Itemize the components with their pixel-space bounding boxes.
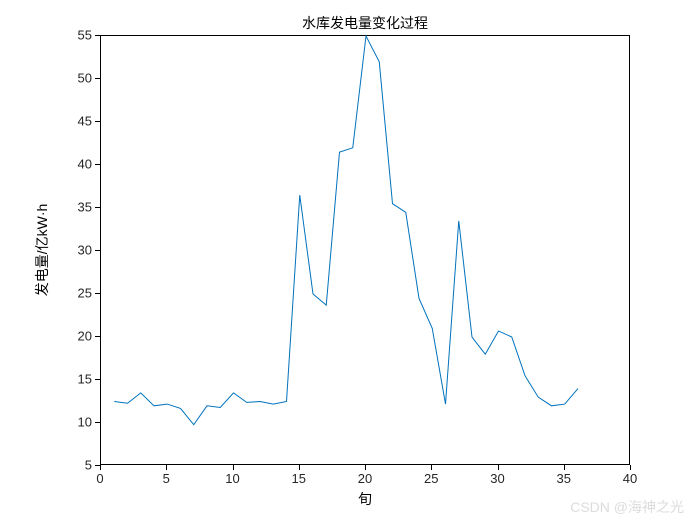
x-tick-label: 15	[292, 471, 306, 486]
y-tick	[95, 121, 100, 122]
y-tick	[95, 164, 100, 165]
y-tick	[95, 207, 100, 208]
y-tick	[95, 379, 100, 380]
y-tick	[95, 293, 100, 294]
chart-title: 水库发电量变化过程	[302, 13, 428, 33]
x-tick-label: 25	[424, 471, 438, 486]
x-tick-label: 20	[358, 471, 372, 486]
y-axis-label: 发电量/亿kW·h	[32, 204, 52, 297]
y-tick-label: 10	[78, 415, 92, 430]
x-tick-label: 0	[96, 471, 103, 486]
x-tick-label: 35	[557, 471, 571, 486]
x-tick-label: 10	[225, 471, 239, 486]
x-tick	[630, 465, 631, 470]
x-tick	[431, 465, 432, 470]
y-tick	[95, 35, 100, 36]
data-line	[114, 36, 578, 425]
line-series	[101, 36, 631, 466]
x-tick-label: 30	[490, 471, 504, 486]
y-tick	[95, 465, 100, 466]
y-tick-label: 20	[78, 329, 92, 344]
figure: 水库发电量变化过程 旬 发电量/亿kW·h 051015202530354051…	[0, 0, 700, 525]
x-tick	[299, 465, 300, 470]
x-tick	[365, 465, 366, 470]
plot-area	[100, 35, 630, 465]
y-tick-label: 40	[78, 157, 92, 172]
y-tick	[95, 78, 100, 79]
y-tick-label: 15	[78, 372, 92, 387]
y-tick-label: 5	[85, 458, 92, 473]
x-tick	[233, 465, 234, 470]
watermark: CSDN @海神之光	[570, 497, 684, 517]
x-tick	[166, 465, 167, 470]
x-tick	[564, 465, 565, 470]
y-tick-label: 35	[78, 200, 92, 215]
y-tick	[95, 336, 100, 337]
y-tick	[95, 250, 100, 251]
x-tick-label: 40	[623, 471, 637, 486]
x-tick	[498, 465, 499, 470]
x-tick-label: 5	[163, 471, 170, 486]
y-tick	[95, 422, 100, 423]
y-tick-label: 30	[78, 243, 92, 258]
x-axis-label: 旬	[358, 489, 372, 509]
x-tick	[100, 465, 101, 470]
y-tick-label: 50	[78, 71, 92, 86]
y-tick-label: 45	[78, 114, 92, 129]
y-tick-label: 25	[78, 286, 92, 301]
y-tick-label: 55	[78, 28, 92, 43]
